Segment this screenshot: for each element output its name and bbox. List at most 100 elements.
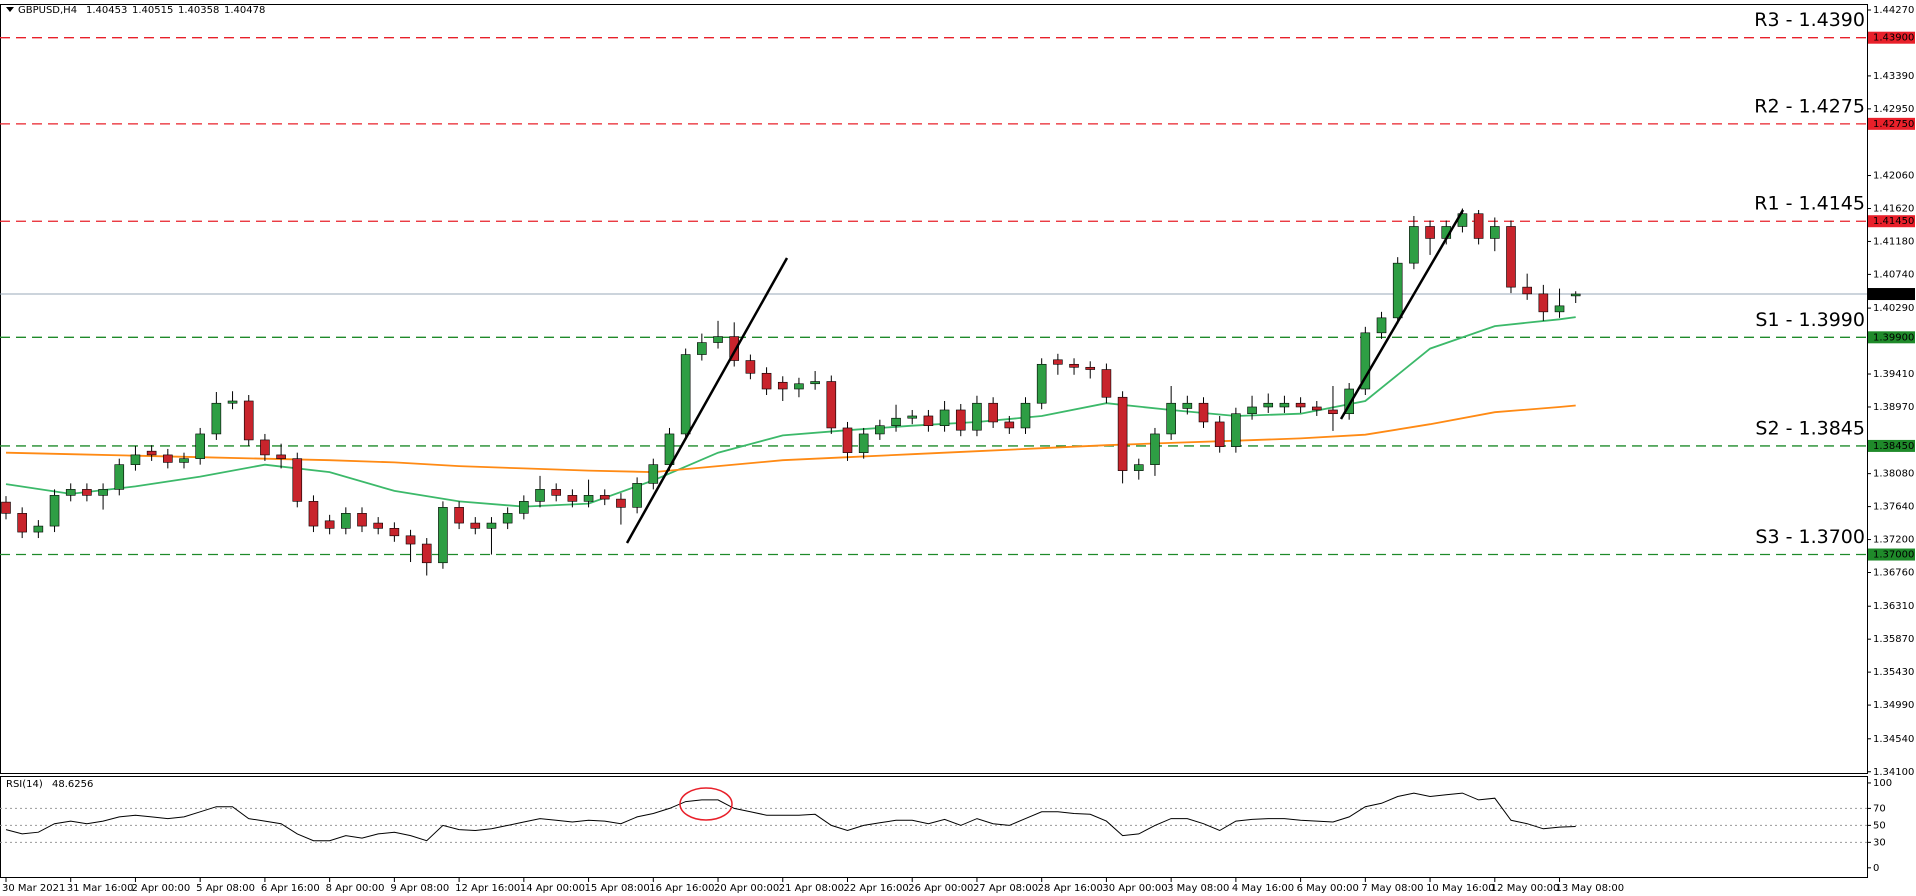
- level-price-tag: [1868, 331, 1915, 344]
- candle-body: [341, 513, 351, 529]
- level-price-label: 1.38450: [1873, 441, 1914, 452]
- y-tick-label: 70: [1873, 803, 1886, 814]
- candle-body: [875, 425, 885, 435]
- x-tick-label: 13 May 08:00: [1556, 883, 1625, 894]
- candle-body: [17, 513, 27, 533]
- candle-body: [1020, 402, 1031, 429]
- candle-body: [1570, 293, 1581, 297]
- candle-body: [179, 458, 189, 463]
- candle-body: [1, 501, 11, 514]
- x-tick-label: 26 Apr 00:00: [908, 883, 973, 894]
- candle-body: [1538, 293, 1549, 313]
- level-label: S2 - 1.3845: [1755, 417, 1865, 439]
- rsi-title: RSI(14): [6, 779, 43, 790]
- candle-body: [49, 495, 60, 527]
- moving-average: [5, 316, 1576, 508]
- candle-body: [1182, 402, 1193, 409]
- candle-body: [502, 513, 513, 524]
- candle-body: [632, 483, 642, 508]
- level-label: R2 - 1.4275: [1754, 95, 1865, 117]
- candle-body: [1279, 402, 1290, 408]
- y-tick-label: 1.38970: [1873, 402, 1914, 413]
- candle-body: [664, 433, 675, 465]
- y-tick-label: 1.37640: [1873, 502, 1914, 513]
- x-tick-label: 6 Apr 16:00: [261, 883, 320, 894]
- candle-body: [146, 450, 157, 456]
- collapse-icon[interactable]: [6, 7, 14, 12]
- candle-body: [1522, 286, 1532, 295]
- candle-body: [65, 489, 76, 496]
- candle-body: [535, 489, 545, 502]
- candle-body: [1069, 363, 1079, 368]
- candle-body: [114, 464, 125, 490]
- y-tick-label: 1.42060: [1873, 171, 1914, 182]
- candle-body: [1409, 226, 1419, 264]
- level-label: S3 - 1.3700: [1755, 526, 1865, 548]
- x-tick-label: 12 Apr 16:00: [455, 883, 520, 894]
- candle-body: [1133, 464, 1144, 471]
- candle-body: [308, 501, 319, 527]
- candle-body: [1506, 226, 1516, 288]
- x-tick-label: 27 Apr 08:00: [973, 883, 1038, 894]
- candle-body: [470, 522, 481, 529]
- level-label: S1 - 1.3990: [1755, 309, 1865, 331]
- x-tick-label: 20 Apr 00:00: [714, 883, 779, 894]
- x-tick-label: 3 May 08:00: [1167, 883, 1229, 894]
- candle-body: [1425, 226, 1435, 239]
- candle-body: [1554, 305, 1565, 313]
- y-tick-label: 1.34540: [1873, 734, 1914, 745]
- candle-body: [163, 454, 173, 463]
- candle-body: [373, 522, 383, 529]
- candle-body: [777, 381, 788, 390]
- candle-body: [227, 400, 238, 404]
- y-tick-label: 1.37200: [1873, 535, 1914, 546]
- candle-body: [1053, 359, 1063, 365]
- candle-body: [292, 458, 303, 502]
- header-open: 1.40453: [86, 5, 127, 16]
- y-tick-label: 1.42950: [1873, 104, 1914, 115]
- candle-body: [1214, 421, 1225, 447]
- candle-body: [1085, 366, 1096, 370]
- candle-body: [648, 464, 659, 484]
- y-tick-label: 50: [1873, 820, 1886, 831]
- candle-body: [680, 354, 691, 435]
- y-tick-label: 1.40290: [1873, 303, 1914, 314]
- x-tick-label: 5 Apr 08:00: [196, 883, 255, 894]
- candle-body: [98, 489, 108, 496]
- y-tick-label: 1.40740: [1873, 269, 1914, 280]
- candle-body: [324, 520, 335, 529]
- x-tick-label: 22 Apr 16:00: [843, 883, 908, 894]
- candle-body: [454, 507, 464, 524]
- plot-layer: 1.44270 1.43390 1.42950 1.42060 1.41620 1.411…: [0, 5, 1915, 894]
- y-tick-label: 1.35870: [1873, 634, 1914, 645]
- y-tick-label: 1.44270: [1873, 5, 1914, 16]
- candle-body: [33, 525, 44, 533]
- y-tick-label: 0: [1873, 863, 1879, 874]
- x-tick-label: 14 Apr 00:00: [520, 883, 585, 894]
- candle-body: [745, 360, 756, 374]
- x-tick-label: 4 May 16:00: [1232, 883, 1294, 894]
- x-tick-label: 2 Apr 00:00: [131, 883, 190, 894]
- candle-body: [810, 381, 820, 385]
- candle-body: [405, 535, 416, 545]
- candle-body: [1150, 433, 1160, 465]
- header-low: 1.40358: [178, 5, 219, 16]
- trend-line: [625, 257, 789, 544]
- symbol-label: GBPUSD,H4: [18, 5, 77, 16]
- x-tick-label: 16 Apr 16:00: [649, 883, 714, 894]
- candle-body: [82, 489, 92, 496]
- candle-body: [519, 501, 529, 514]
- candle-body: [438, 507, 448, 564]
- candle-body: [1344, 388, 1354, 415]
- candle-body: [551, 489, 561, 496]
- candle-body: [1101, 369, 1112, 398]
- current-price-tag: [1868, 288, 1915, 301]
- x-tick-label: 7 May 08:00: [1361, 883, 1423, 894]
- level-label: R3 - 1.4390: [1754, 9, 1865, 31]
- candle-body: [616, 498, 626, 508]
- candle-body: [195, 433, 205, 459]
- level-price-label: 1.41450: [1873, 216, 1914, 227]
- x-tick-label: 10 May 16:00: [1426, 883, 1495, 894]
